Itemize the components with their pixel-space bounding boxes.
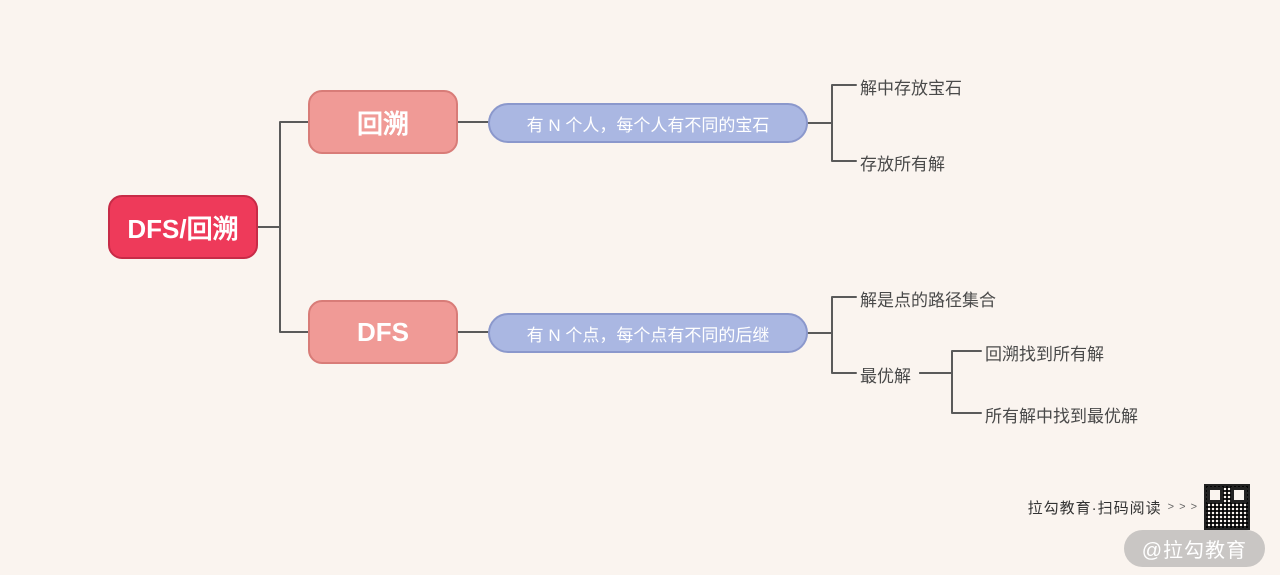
- branch-backtrack: 回溯: [308, 90, 458, 154]
- leaf-path-set: 解是点的路径集合: [860, 286, 996, 311]
- leaf-find-optimal: 所有解中找到最优解: [985, 402, 1138, 427]
- watermark-badge: @拉勾教育: [1124, 530, 1265, 567]
- detail-backtrack: 有 N 个人，每个人有不同的宝石: [488, 103, 808, 143]
- leaf-backtrack-all: 回溯找到所有解: [985, 340, 1104, 365]
- qr-code-icon: [1204, 484, 1250, 530]
- leaf-store-gem: 解中存放宝石: [860, 74, 962, 99]
- footer-text: 拉勾教育·扫码阅读: [1028, 497, 1162, 518]
- root-node: DFS/回溯: [108, 195, 258, 259]
- leaf-store-all: 存放所有解: [860, 150, 945, 175]
- footer-arrows: > > >: [1168, 501, 1198, 513]
- leaf-optimal: 最优解: [860, 362, 911, 387]
- branch-dfs: DFS: [308, 300, 458, 364]
- detail-dfs: 有 N 个点，每个点有不同的后继: [488, 313, 808, 353]
- footer: 拉勾教育·扫码阅读 > > >: [1028, 484, 1250, 530]
